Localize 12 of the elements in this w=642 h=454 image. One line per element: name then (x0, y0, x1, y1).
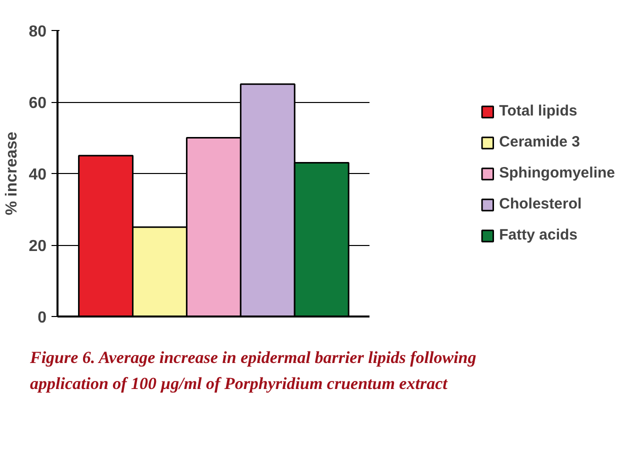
legend-label: Ceramide 3 (499, 134, 580, 150)
y-axis-title: % increase (4, 132, 21, 216)
text: Figure 6. Average increase in epidermal barrier lipids following application of 100 µg/ml of Porphyridium cruentum extract (30, 347, 478, 395)
legend-label: Fatty acids (499, 226, 578, 244)
legend-label: Sphingomyeline (499, 164, 615, 182)
legend-label: Cholesterol (499, 196, 582, 212)
y-tick-label: 0 (38, 310, 47, 326)
y-tick-label: 40 (28, 166, 47, 184)
legend-label: Total lipids (499, 102, 578, 120)
y-tick-label: 60 (28, 95, 47, 112)
y-tick-label: 80 (28, 24, 47, 40)
y-tick-label: 20 (28, 238, 47, 255)
